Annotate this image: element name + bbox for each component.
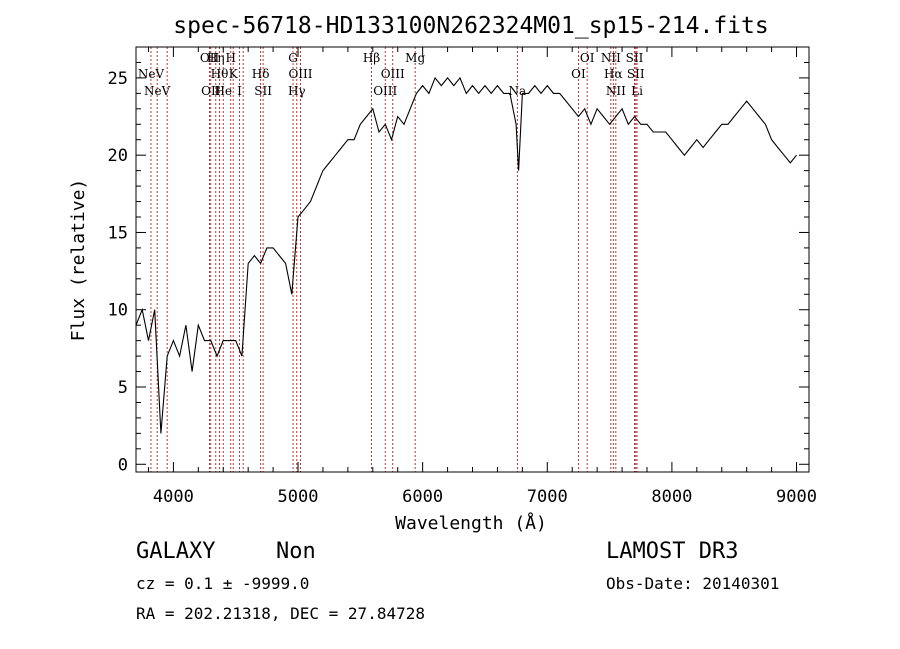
line-label: I [237,84,242,98]
line-label: Hη [207,51,225,65]
line-label: H [225,51,235,65]
line-label: OI [571,67,586,81]
line-label: Hβ [363,51,380,65]
line-label: SII [626,51,644,65]
x-tick-label: 4000 [153,487,194,507]
y-tick-label: 5 [118,378,128,398]
y-tick-label: 20 [108,146,128,166]
y-tick-label: 10 [108,301,128,321]
x-tick-label: 5000 [278,487,319,507]
redshift-cz: cz = 0.1 ± -9999.0 [136,574,309,593]
line-label: NII [601,51,621,65]
line-label: He [214,84,232,98]
line-label: NeV [144,84,171,98]
line-label: Hα [604,67,623,81]
line-label: OI [580,51,595,65]
line-label: Li [631,84,643,98]
x-tick-label: 6000 [402,487,443,507]
x-axis-label: Wavelength (Å) [395,512,547,534]
x-tick-label: 7000 [527,487,568,507]
y-tick-label: 15 [108,223,128,243]
y-tick-label: 0 [118,455,128,475]
y-axis-label: Flux (relative) [68,179,89,342]
line-labels: NeVNeVOIIOIIHηHθHeHKIHδSIIGHγOIIIHβOIIIO… [138,51,645,98]
line-label: OII [201,84,221,98]
line-label: Hθ [211,67,229,81]
line-markers [150,47,638,472]
chart-title: spec-56718-HD133100N262324M01_sp15-214.f… [173,13,768,39]
line-label: G [288,51,298,65]
line-label: Na [509,84,527,98]
line-label: K [229,67,239,81]
line-label: NII [606,84,626,98]
x-tick-label: 8000 [651,487,692,507]
spectrum-series-line [135,76,797,434]
x-tick-label: 9000 [776,487,817,507]
y-axis-ticks: 0 5 10 15 20 25 [108,61,809,475]
line-label: Mg [405,51,425,65]
y-tick-label: 25 [108,69,128,89]
line-label: OIII [381,67,405,81]
plot-frame [135,46,810,473]
line-label: OII [200,51,220,65]
line-label: OIII [288,67,312,81]
object-class: GALAXY [136,539,215,564]
ra-dec: RA = 202.21318, DEC = 27.84728 [136,604,425,623]
line-label: SII [254,84,272,98]
survey-name: LAMOST DR3 [606,539,738,564]
object-subclass: Non [276,539,316,564]
line-label: SII [627,67,645,81]
line-label: Hγ [288,84,306,98]
line-label: NeV [138,67,165,81]
obs-date: Obs-Date: 20140301 [606,574,779,593]
line-label: OIII [373,84,397,98]
line-label: Hδ [252,67,270,81]
x-axis-ticks: 4000 5000 6000 7000 8000 9000 [147,47,817,507]
